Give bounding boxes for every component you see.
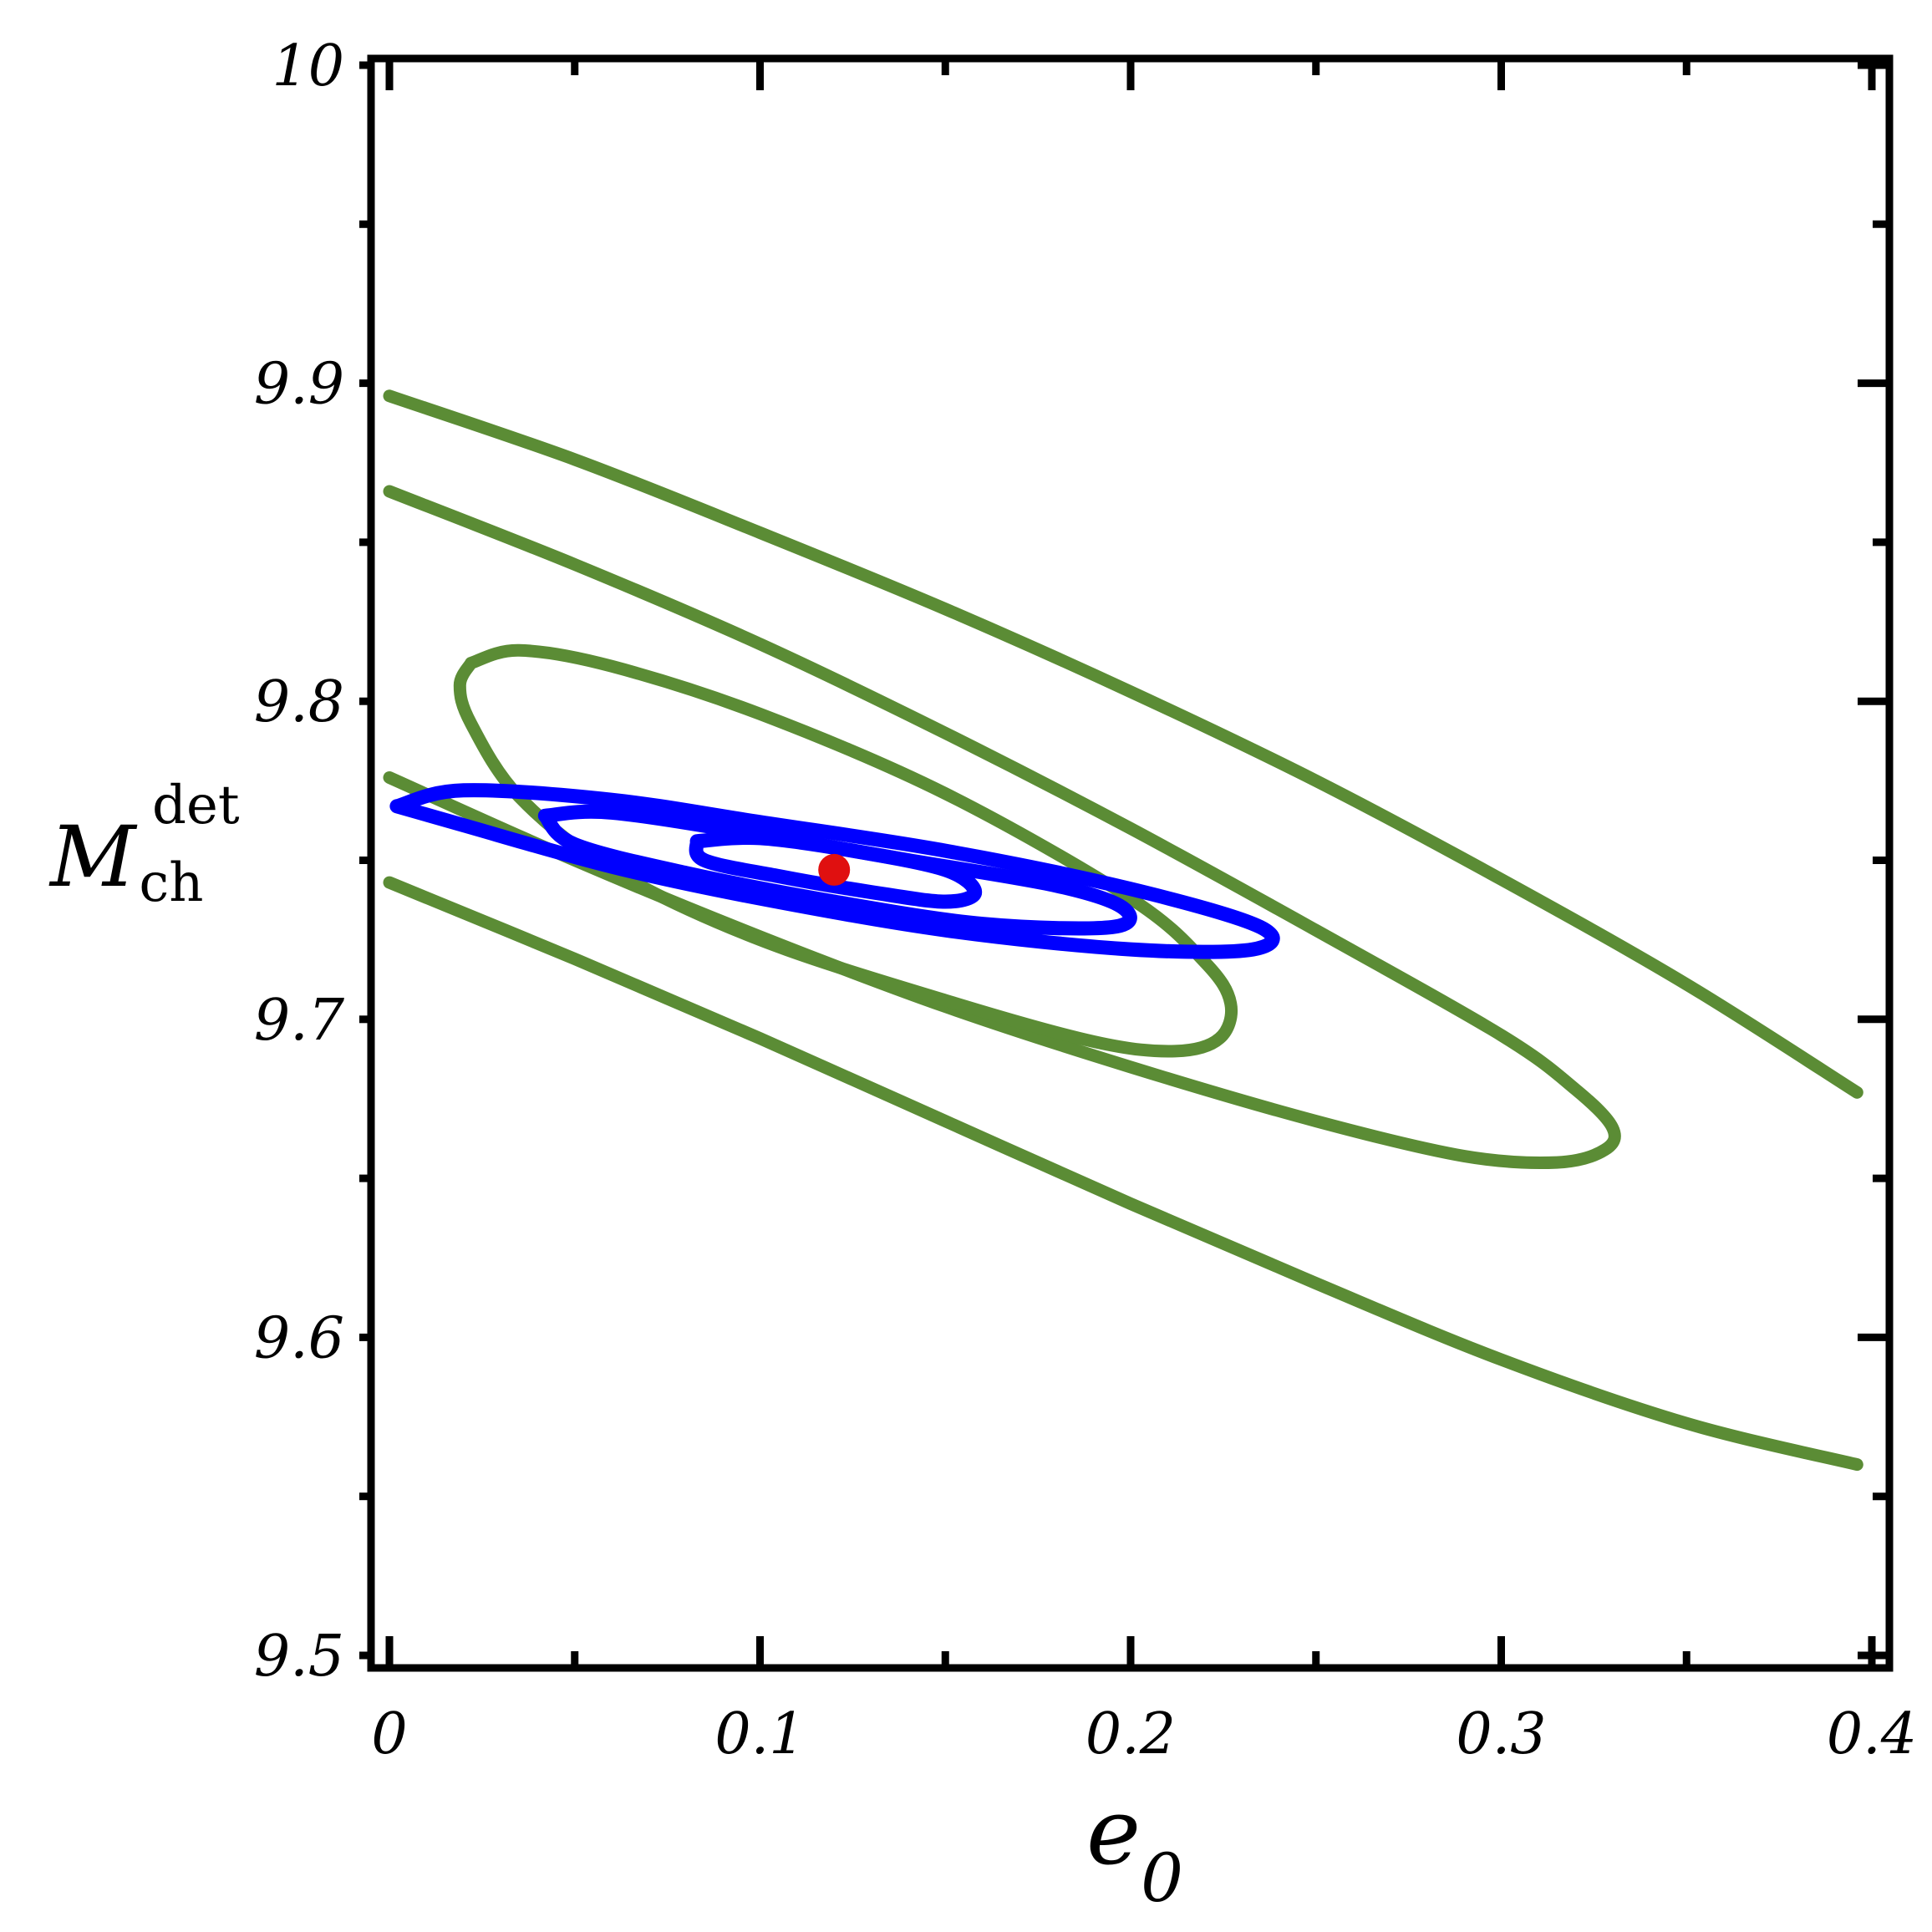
y-tick-label: 9.8 <box>254 669 344 735</box>
y-axis-title: Mch <box>48 808 203 914</box>
x-tick-label: 0.1 <box>714 1701 805 1767</box>
series-layer <box>383 389 1863 1472</box>
y-tick-label: 9.9 <box>254 352 344 418</box>
x-tick-label: 0.4 <box>1827 1701 1917 1767</box>
y-axis-title-sub: ch <box>139 852 203 914</box>
y-tick-label: 9.5 <box>254 1624 344 1690</box>
x-axis-title: e0 <box>1086 1778 1183 1917</box>
x-axis-title-main: e <box>1086 1778 1141 1885</box>
series-line-5-blue <box>389 783 1280 959</box>
y-axis-title-main: M <box>48 808 138 906</box>
y-axis-title-superscript: det <box>152 775 240 836</box>
series-line-1-green <box>383 389 1863 1099</box>
tick-label-layer: 0 0.1 0.2 0.3 0.4 9.5 9.6 9.7 9.8 9.9 10 <box>254 33 1917 1767</box>
y-tick-label: 10 <box>272 33 344 99</box>
best-fit-point <box>818 853 851 886</box>
series-line-7-blue <box>689 831 983 909</box>
x-axis-title-sub: 0 <box>1141 1839 1183 1917</box>
series-line-3-green <box>383 876 1863 1472</box>
x-tick-label: 0 <box>371 1701 407 1767</box>
tick-layer <box>359 58 1889 1668</box>
point-layer <box>818 853 851 886</box>
y-tick-label: 9.6 <box>254 1305 344 1371</box>
x-tick-label: 0.3 <box>1456 1701 1546 1767</box>
x-tick-label: 0.2 <box>1085 1701 1176 1767</box>
y-tick-label: 9.7 <box>254 988 345 1054</box>
